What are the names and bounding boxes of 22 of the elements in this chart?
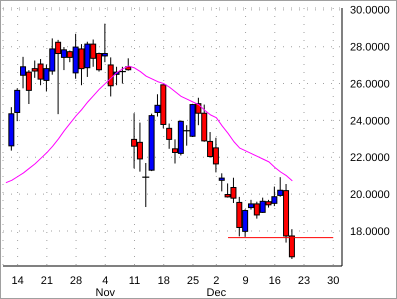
x-tick-label: 9	[242, 275, 249, 287]
x-tick-label: 4 Nov	[96, 275, 116, 299]
x-tick-label: 14	[11, 275, 24, 287]
x-tick-label: 18	[158, 275, 170, 287]
y-tick-label: 18.0000	[350, 226, 390, 238]
candlestick	[218, 172, 225, 192]
candlestick	[166, 123, 172, 150]
x-tick-label: 23	[298, 275, 310, 287]
x-tick-label: 11	[128, 275, 140, 287]
x-tick-label: 16	[268, 275, 281, 287]
y-tick-label: 30.0000	[350, 4, 390, 17]
y-tick-label: 20.0000	[350, 189, 390, 202]
x-tick-label: 25	[186, 275, 200, 287]
x-tick-label: 21	[40, 275, 53, 287]
x-tick-label: 30	[327, 275, 340, 287]
y-tick-label: 24.0000	[350, 115, 390, 128]
line-series	[5, 66, 293, 184]
x-tick-label: 2 Dec	[206, 275, 227, 299]
y-tick-label: 28.0000	[350, 42, 390, 54]
y-tick-label: 26.0000	[350, 78, 390, 90]
y-tick-label: 22.0000	[350, 152, 390, 164]
x-tick-label: 28	[70, 275, 82, 287]
